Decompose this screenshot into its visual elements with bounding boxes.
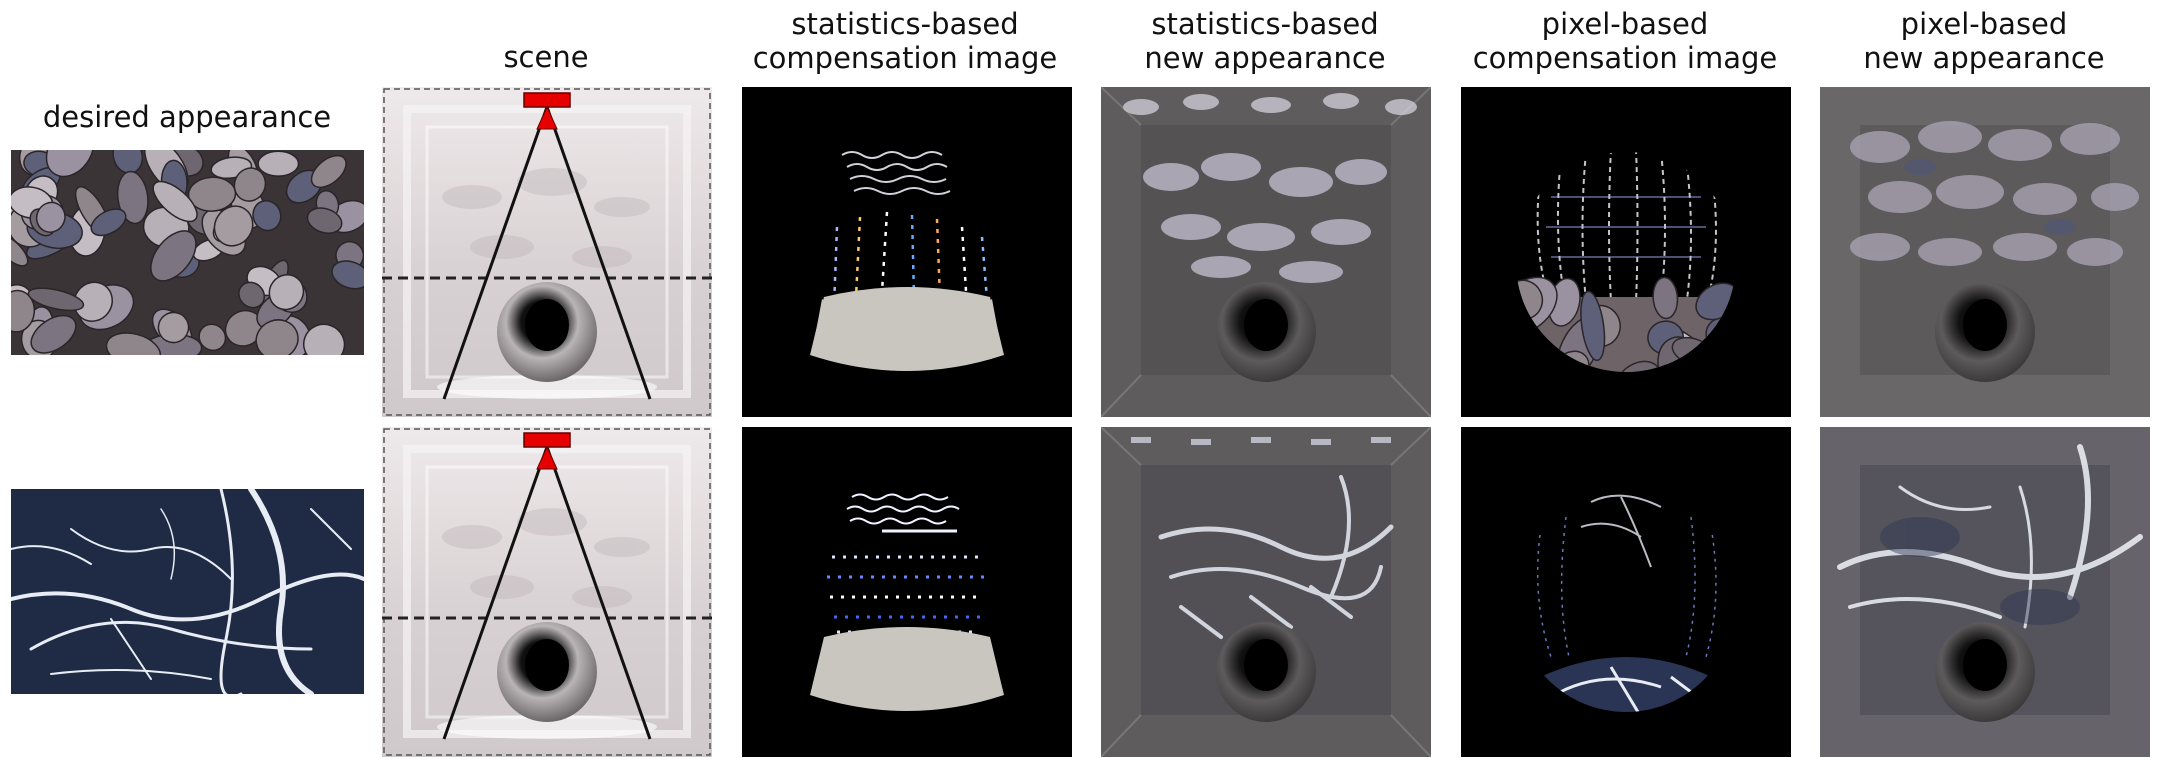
- header-statistics-compensation: statistics-based compensation image: [740, 7, 1070, 75]
- header-line2: desired appearance: [22, 100, 352, 134]
- header-line2: scene: [381, 40, 711, 74]
- desired-texture-marble: [11, 489, 364, 694]
- header-line2: new appearance: [1100, 41, 1430, 75]
- header-scene: scene: [381, 40, 711, 74]
- header-pixel-new-appearance: pixel-based new appearance: [1819, 7, 2149, 75]
- header-line2: compensation image: [1460, 41, 1790, 75]
- header-line1: statistics-based: [740, 7, 1070, 41]
- header-line2: compensation image: [740, 41, 1070, 75]
- header-desired-appearance: desired appearance: [22, 100, 352, 134]
- stat-comp-panel-1: [742, 87, 1072, 417]
- header-line1: pixel-based: [1460, 7, 1790, 41]
- pix-new-panel-1: [1820, 87, 2150, 417]
- pebble: [258, 151, 298, 176]
- pix-comp-panel-1: [1461, 87, 1791, 417]
- header-line1: pixel-based: [1819, 7, 2149, 41]
- pix-comp-panel-2: [1461, 427, 1791, 757]
- desired-texture-pebbles: [11, 150, 364, 355]
- scene-panel-1: [382, 87, 712, 417]
- stat-new-panel-1: [1101, 87, 1431, 417]
- header-statistics-new-appearance: statistics-based new appearance: [1100, 7, 1430, 75]
- stat-new-panel-2: [1101, 427, 1431, 757]
- projector-icon: [524, 93, 570, 107]
- stat-comp-panel-2: [742, 427, 1072, 757]
- header-pixel-compensation: pixel-based compensation image: [1460, 7, 1790, 75]
- header-line2: new appearance: [1819, 41, 2149, 75]
- pix-new-panel-2: [1820, 427, 2150, 757]
- projector-icon: [524, 433, 570, 447]
- header-line1: statistics-based: [1100, 7, 1430, 41]
- scene-panel-2: [382, 427, 712, 757]
